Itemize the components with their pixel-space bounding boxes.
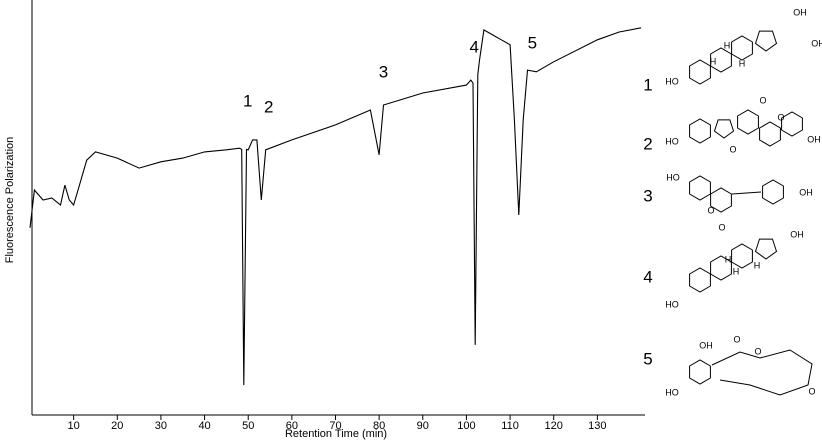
atom-label: HO: [666, 172, 680, 182]
atom-label: O: [718, 222, 725, 232]
x-tick-label: 110: [501, 420, 519, 432]
bond: [711, 349, 813, 396]
x-tick-label: 130: [588, 420, 606, 432]
x-tick-label: 10: [68, 420, 80, 432]
peak-label: 2: [264, 97, 273, 116]
ring: [710, 187, 732, 213]
y-axis-label: Fluorescence Polarization: [4, 137, 16, 264]
ring: [754, 238, 778, 260]
x-tick-label: 90: [417, 420, 429, 432]
atom-label: H: [724, 40, 731, 50]
atom-label: HO: [665, 136, 679, 146]
atom-label: O: [729, 144, 736, 154]
ring: [737, 109, 759, 135]
atom-label: OH: [811, 38, 822, 48]
x-tick-label: 80: [373, 420, 385, 432]
structure-number: 1: [643, 75, 652, 94]
x-tick-label: 60: [286, 420, 298, 432]
atom-label: O: [759, 95, 766, 105]
atom-label: OH: [793, 7, 807, 17]
x-tick-label: 100: [457, 420, 475, 432]
ring: [689, 59, 711, 85]
ring: [689, 267, 711, 293]
x-axis-label: Retention Time (min): [285, 428, 387, 440]
atom-label: H: [739, 58, 746, 68]
peak-label: 3: [379, 63, 388, 82]
x-tick-label: 70: [329, 420, 341, 432]
atom-label: HO: [665, 387, 679, 397]
trace-line: [29, 27, 642, 386]
peak-label: 4: [470, 38, 479, 57]
atom-label: OH: [699, 340, 713, 350]
atom-label: OH: [799, 187, 813, 197]
atom-label: H: [710, 56, 717, 66]
bond: [731, 191, 762, 195]
structure-number: 3: [643, 186, 652, 205]
ring: [689, 359, 711, 385]
ring: [689, 175, 711, 201]
x-tick-label: 40: [198, 420, 210, 432]
peak-label: 1: [243, 92, 252, 111]
structure-number: 5: [643, 349, 652, 368]
atom-label: O: [733, 334, 740, 344]
atom-label: H: [733, 266, 740, 276]
atom-label: H: [754, 260, 761, 270]
atom-label: OH: [790, 229, 804, 239]
ring: [731, 243, 753, 269]
structure-number: 4: [643, 267, 652, 286]
ring: [713, 119, 735, 139]
ring: [762, 179, 784, 205]
atom-label: H: [725, 254, 732, 264]
x-tick-label: 20: [111, 420, 123, 432]
atom-label: O: [777, 112, 784, 122]
atom-label: HO: [665, 76, 679, 86]
atom-label: O: [808, 386, 815, 396]
x-tick-label: 50: [242, 420, 254, 432]
atom-label: O: [754, 346, 761, 356]
structure-number: 2: [643, 134, 652, 153]
ring: [689, 118, 711, 144]
atom-label: HO: [665, 299, 679, 309]
ring: [754, 30, 778, 52]
x-tick-label: 120: [545, 420, 563, 432]
atom-label: OH: [807, 134, 821, 144]
x-tick-label: 30: [155, 420, 167, 432]
atom-label: O: [707, 205, 714, 215]
ring: [781, 111, 803, 137]
ring: [759, 121, 781, 147]
peak-label: 5: [528, 33, 537, 52]
ring: [731, 35, 753, 61]
